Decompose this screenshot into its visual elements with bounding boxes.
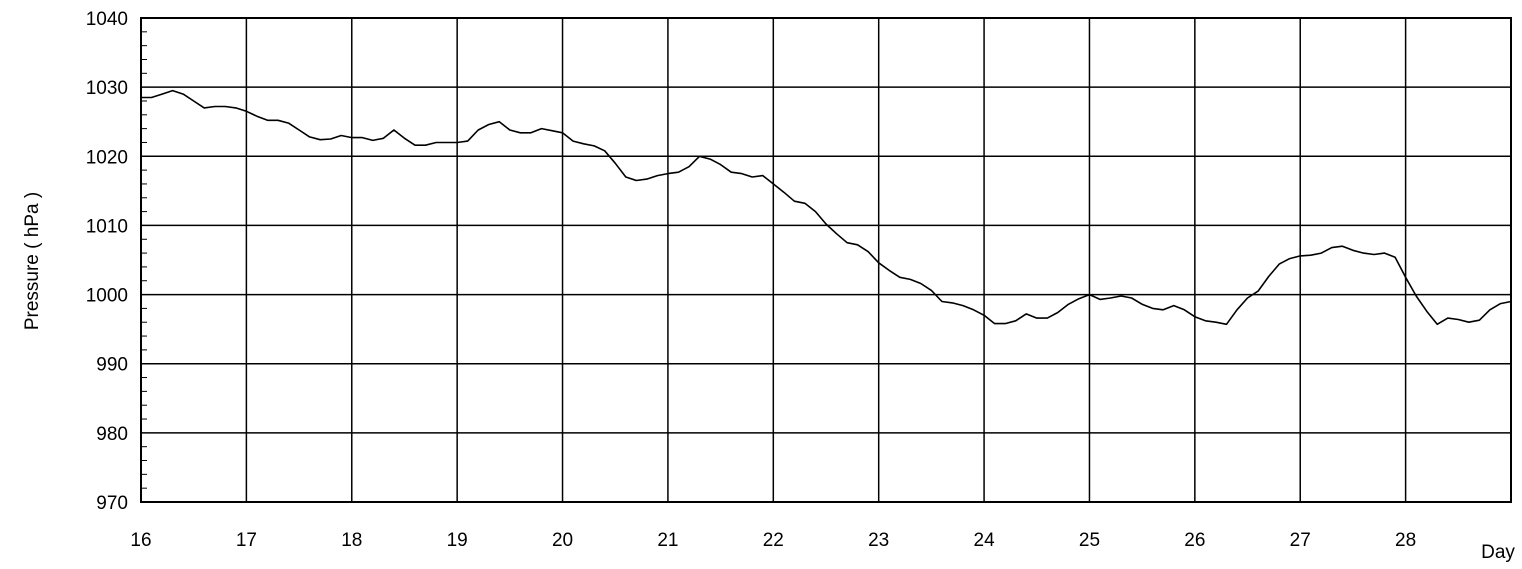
x-tick-label: 16 xyxy=(130,530,151,551)
x-tick-label: 24 xyxy=(974,530,996,551)
x-tick-label: 22 xyxy=(763,530,784,551)
x-tick-label: 21 xyxy=(657,530,678,551)
x-axis-title: Day xyxy=(1481,542,1515,563)
x-tick-label: 19 xyxy=(447,530,468,551)
plot-frame xyxy=(140,17,1512,503)
y-tick-label: 990 xyxy=(96,355,128,376)
x-tick-labels: 16 17 18 19 20 21 22 23 24 25 26 27 28 xyxy=(130,530,1416,551)
y-tick-label: 1020 xyxy=(86,147,128,168)
y-minor-ticks xyxy=(141,31,147,489)
x-tick-label: 27 xyxy=(1290,530,1311,551)
y-tick-label: 970 xyxy=(96,493,128,514)
y-tick-label: 1010 xyxy=(86,216,128,237)
y-tick-label: 980 xyxy=(96,424,128,445)
y-tick-label: 1030 xyxy=(86,78,128,99)
x-tick-label: 23 xyxy=(868,530,889,551)
pressure-series-line xyxy=(141,89,1512,326)
x-tick-label: 20 xyxy=(552,530,573,551)
x-tick-label: 26 xyxy=(1184,530,1205,551)
y-axis-title: Pressure ( hPa ) xyxy=(22,192,43,330)
grid-lines xyxy=(141,18,1511,502)
x-tick-label: 25 xyxy=(1079,530,1100,551)
y-tick-label: 1000 xyxy=(86,286,128,307)
y-tick-labels: 970 980 990 1000 1010 1020 1030 1040 xyxy=(86,9,128,514)
x-tick-label: 18 xyxy=(341,530,362,551)
y-tick-label: 1040 xyxy=(86,9,128,30)
x-tick-label: 17 xyxy=(236,530,257,551)
x-tick-label: 28 xyxy=(1395,530,1416,551)
